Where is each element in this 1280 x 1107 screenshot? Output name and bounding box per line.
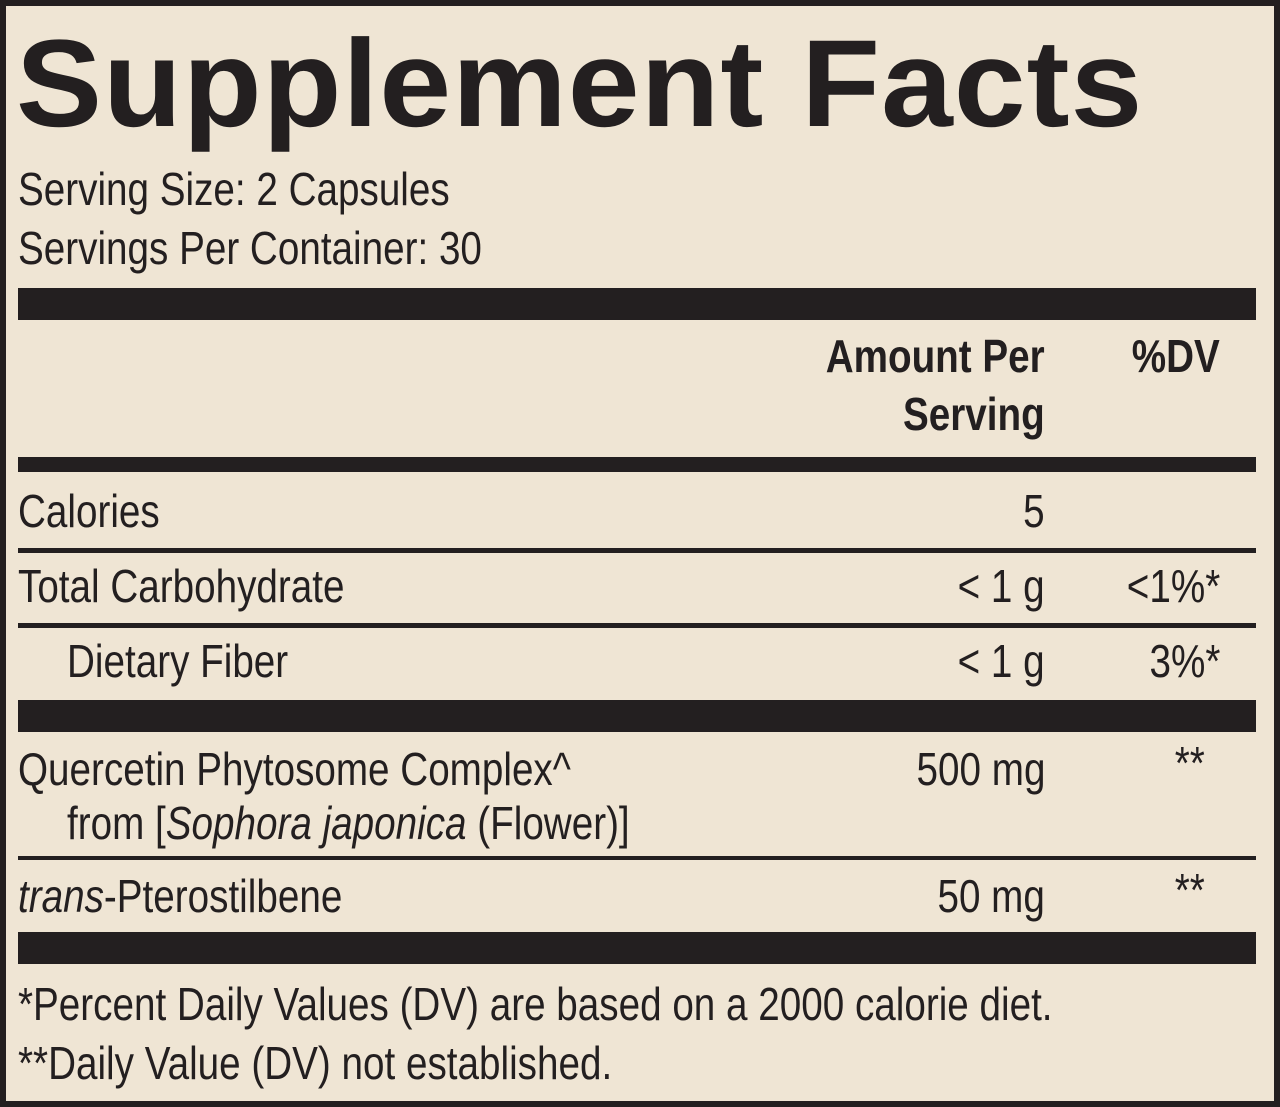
- ingredient-source: from [Sophora japonica (Flower)]: [67, 800, 630, 846]
- nutrient-dv: 3%*: [1149, 635, 1220, 687]
- divider-thick: [18, 700, 1256, 732]
- header-amount: Amount Per: [826, 330, 1045, 382]
- source-species: Sophora japonica: [165, 797, 467, 849]
- nutrient-amount: < 1 g: [957, 560, 1045, 612]
- ingredient-amount: 50 mg: [937, 870, 1045, 922]
- divider-thick: [18, 932, 1256, 964]
- header-dv: %DV: [1131, 330, 1220, 382]
- ingredient-name: Quercetin Phytosome Complex^: [18, 743, 571, 795]
- servings-per-container: Servings Per Container: 30: [18, 222, 482, 274]
- ingredient-name: trans-Pterostilbene: [18, 873, 342, 919]
- footnote-not-established: **Daily Value (DV) not established.: [18, 1037, 613, 1089]
- divider-thin: [18, 548, 1256, 553]
- nutrient-amount: 5: [1023, 485, 1045, 537]
- footnote-dv: *Percent Daily Values (DV) are based on …: [18, 978, 1053, 1030]
- label-title: Supplement Facts: [16, 15, 1144, 153]
- ingredient-prefix: trans: [18, 870, 104, 922]
- source-part: (Flower)]: [466, 797, 630, 849]
- serving-size: Serving Size: 2 Capsules: [18, 163, 450, 215]
- source-prefix: from [: [67, 797, 166, 849]
- nutrient-amount: < 1 g: [957, 635, 1045, 687]
- divider-thin: [18, 623, 1256, 628]
- ingredient-dv: **: [1174, 737, 1205, 789]
- nutrient-dv: <1%*: [1126, 560, 1220, 612]
- divider-thin: [18, 856, 1256, 860]
- divider-thick: [18, 288, 1256, 320]
- divider-medium: [18, 457, 1256, 472]
- nutrient-name: Dietary Fiber: [67, 635, 289, 687]
- header-serving: Serving: [903, 388, 1045, 440]
- nutrient-name: Calories: [18, 485, 160, 537]
- ingredient-dv: **: [1174, 864, 1205, 916]
- nutrient-name: Total Carbohydrate: [18, 560, 345, 612]
- ingredient-amount: 500 mg: [916, 743, 1045, 795]
- ingredient-base: -Pterostilbene: [103, 870, 343, 922]
